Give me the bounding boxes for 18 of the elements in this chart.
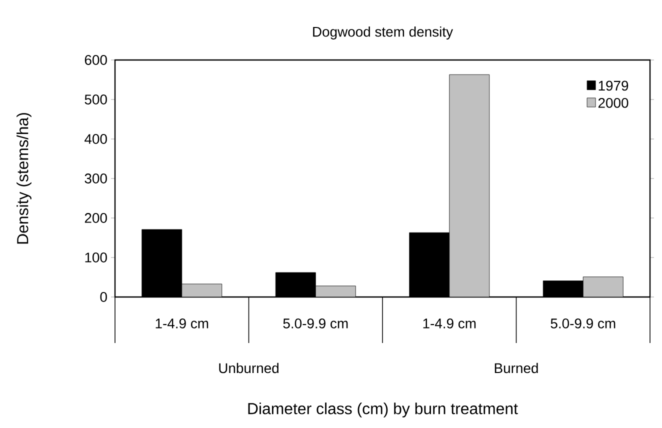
text: Unburned — [219, 362, 278, 374]
x-tick-label: 1-4.9 cm — [423, 318, 476, 328]
y-tick-label: 0 — [100, 292, 107, 302]
y-axis-title: Density (stems/ha) — [16, 113, 32, 244]
y-tick-label: 100 — [85, 252, 107, 262]
chart-title: Dogwood stem density — [313, 26, 453, 40]
legend-label: 2000 — [598, 98, 628, 108]
x-tick-label: 5.0-9.9 cm — [550, 318, 616, 328]
y-tick-label: 500 — [84, 94, 107, 104]
y-tick-label: 200 — [84, 213, 107, 223]
x-tick-label: 5.0-9.9 cm — [283, 318, 348, 328]
y-tick-label: 400 — [84, 134, 107, 144]
x-tick-label: 1-4.9 cm — [156, 318, 208, 328]
text: Burned — [494, 362, 538, 374]
x-axis-title: Diameter class (cm) by burn treatment — [248, 402, 518, 418]
y-tick-label: 600 — [84, 55, 107, 65]
legend-label: 1979 — [598, 80, 628, 91]
y-tick-label: 300 — [84, 174, 107, 184]
